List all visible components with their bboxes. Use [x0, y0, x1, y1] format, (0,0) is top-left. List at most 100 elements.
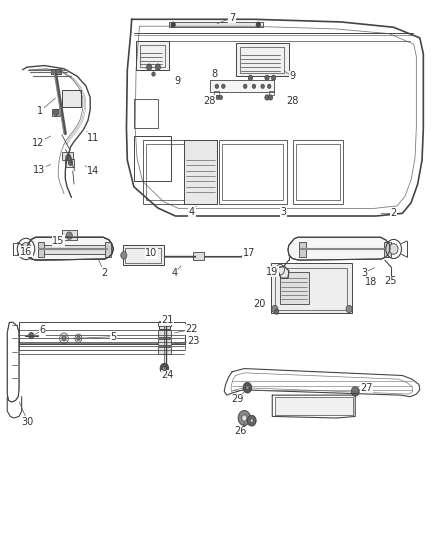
Circle shape: [53, 109, 59, 116]
Bar: [146, 144, 213, 200]
Bar: [222, 144, 283, 200]
Text: 9: 9: [289, 71, 295, 81]
Polygon shape: [277, 266, 289, 278]
Bar: [158, 348, 171, 354]
Bar: [296, 144, 339, 200]
Bar: [169, 22, 263, 27]
Bar: [275, 397, 353, 415]
Circle shape: [66, 232, 72, 239]
Text: 25: 25: [384, 277, 396, 286]
Polygon shape: [26, 237, 113, 260]
Circle shape: [222, 84, 225, 88]
Bar: [293, 140, 343, 204]
Circle shape: [246, 385, 249, 390]
Circle shape: [21, 243, 31, 255]
Text: 27: 27: [360, 383, 373, 393]
Circle shape: [252, 84, 256, 88]
Circle shape: [238, 410, 251, 425]
Bar: [52, 109, 60, 116]
Bar: [39, 245, 107, 254]
Text: 30: 30: [21, 417, 34, 427]
Circle shape: [28, 333, 34, 339]
Circle shape: [171, 22, 175, 27]
Text: 7: 7: [229, 13, 235, 23]
Circle shape: [389, 244, 398, 254]
Bar: [140, 45, 165, 67]
Circle shape: [242, 415, 247, 421]
Circle shape: [66, 155, 71, 161]
Circle shape: [265, 75, 269, 80]
Circle shape: [247, 415, 256, 426]
Text: 22: 22: [186, 324, 198, 334]
Bar: [158, 339, 171, 345]
Text: 2: 2: [102, 268, 108, 278]
Text: 9: 9: [174, 77, 180, 86]
Text: 4: 4: [189, 207, 195, 217]
Bar: [280, 272, 308, 304]
Text: 26: 26: [235, 426, 247, 437]
Text: 11: 11: [87, 133, 99, 143]
Bar: [219, 140, 287, 204]
Text: 10: 10: [145, 248, 157, 258]
Circle shape: [162, 367, 166, 370]
Text: 15: 15: [52, 236, 64, 246]
Text: 28: 28: [203, 95, 215, 106]
Bar: [38, 241, 44, 257]
Text: 21: 21: [161, 314, 174, 325]
Circle shape: [155, 64, 160, 70]
Text: 19: 19: [266, 267, 279, 277]
Text: 17: 17: [243, 248, 255, 258]
Text: 3: 3: [281, 207, 287, 217]
Bar: [275, 268, 347, 310]
Bar: [143, 140, 217, 204]
Bar: [62, 90, 81, 107]
Circle shape: [215, 84, 219, 88]
Bar: [65, 159, 74, 166]
Circle shape: [77, 336, 80, 341]
Text: 23: 23: [187, 336, 200, 346]
Circle shape: [261, 84, 265, 88]
Bar: [134, 99, 158, 128]
Circle shape: [272, 75, 276, 80]
Circle shape: [75, 334, 82, 343]
Bar: [210, 80, 274, 92]
Bar: [105, 241, 111, 257]
Bar: [134, 136, 171, 181]
Text: 13: 13: [33, 165, 45, 175]
Text: 12: 12: [32, 138, 44, 148]
Text: 6: 6: [39, 325, 46, 335]
Circle shape: [24, 246, 28, 252]
Bar: [123, 245, 164, 265]
Circle shape: [346, 305, 352, 313]
Circle shape: [121, 252, 127, 259]
Text: 28: 28: [286, 95, 299, 106]
Bar: [62, 152, 73, 160]
Text: 20: 20: [253, 298, 265, 309]
Circle shape: [268, 95, 273, 100]
Text: 5: 5: [110, 332, 117, 342]
Bar: [240, 47, 284, 73]
Circle shape: [248, 75, 253, 80]
Circle shape: [62, 336, 66, 341]
Circle shape: [256, 22, 261, 27]
Text: 24: 24: [161, 370, 174, 381]
Bar: [269, 91, 275, 95]
Text: 4: 4: [171, 268, 177, 278]
Text: 1: 1: [37, 106, 43, 116]
Bar: [272, 263, 352, 313]
Polygon shape: [288, 237, 390, 260]
Circle shape: [147, 64, 152, 70]
Circle shape: [152, 72, 155, 76]
Bar: [158, 322, 171, 326]
Circle shape: [268, 84, 271, 88]
Bar: [19, 343, 185, 351]
Bar: [19, 322, 185, 344]
Circle shape: [250, 418, 254, 423]
Text: 3: 3: [361, 268, 367, 278]
Text: 2: 2: [391, 208, 397, 219]
Bar: [384, 241, 391, 257]
Circle shape: [272, 305, 278, 313]
Text: 14: 14: [87, 166, 99, 176]
Circle shape: [160, 364, 169, 374]
Text: 29: 29: [231, 394, 244, 405]
